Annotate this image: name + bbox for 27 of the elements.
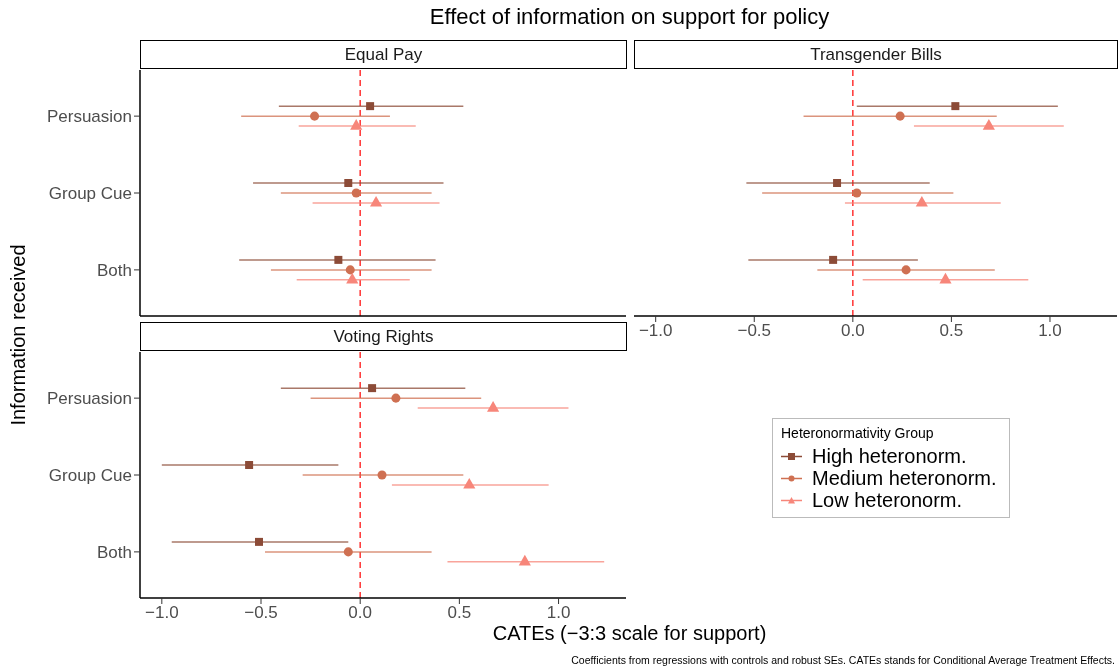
x-tick-label: 0.5: [939, 321, 964, 341]
y-axis-title: Information received: [6, 244, 30, 426]
x-tick-label: 1.0: [546, 603, 571, 623]
text: Coefficients from regressions with controls and robust SEs. CATEs stands for Conditional Average Treatment Effects.: [571, 654, 1115, 666]
x-tick-label: −0.5: [737, 321, 772, 341]
x-axis-title: CATEs (−3:3 scale for support): [491, 622, 768, 645]
legend-label: Low heteronorm.: [811, 489, 964, 511]
y-tick-label: Group Cue: [48, 184, 132, 204]
x-tick-label: 0.5: [447, 603, 472, 623]
chart-title: Transgender Bills: [634, 40, 1118, 69]
legend-label: High heteronorm.: [811, 445, 968, 467]
x-tick-label: 1.0: [1038, 321, 1062, 341]
y-tick-label: Persuasion: [46, 389, 132, 409]
y-tick-label: Both: [97, 542, 132, 562]
legend-title: Heteronormativity Group: [781, 425, 935, 441]
chart-title: Voting Rights: [140, 322, 627, 351]
x-tick-label: −1.0: [638, 321, 673, 341]
y-tick-label: Group Cue: [48, 466, 132, 486]
x-tick-label: 0.0: [841, 321, 865, 341]
x-tick-label: −1.0: [145, 603, 179, 623]
x-tick-label: −0.5: [244, 603, 278, 623]
y-tick-label: Persuasion: [46, 107, 132, 127]
chart-title: Equal Pay: [140, 40, 627, 69]
y-tick-label: Both: [97, 260, 132, 280]
text: Effect of information on support for policy: [428, 4, 831, 30]
legend-label: Medium heteronorm.: [811, 467, 997, 489]
x-tick-label: 0.0: [348, 603, 373, 623]
